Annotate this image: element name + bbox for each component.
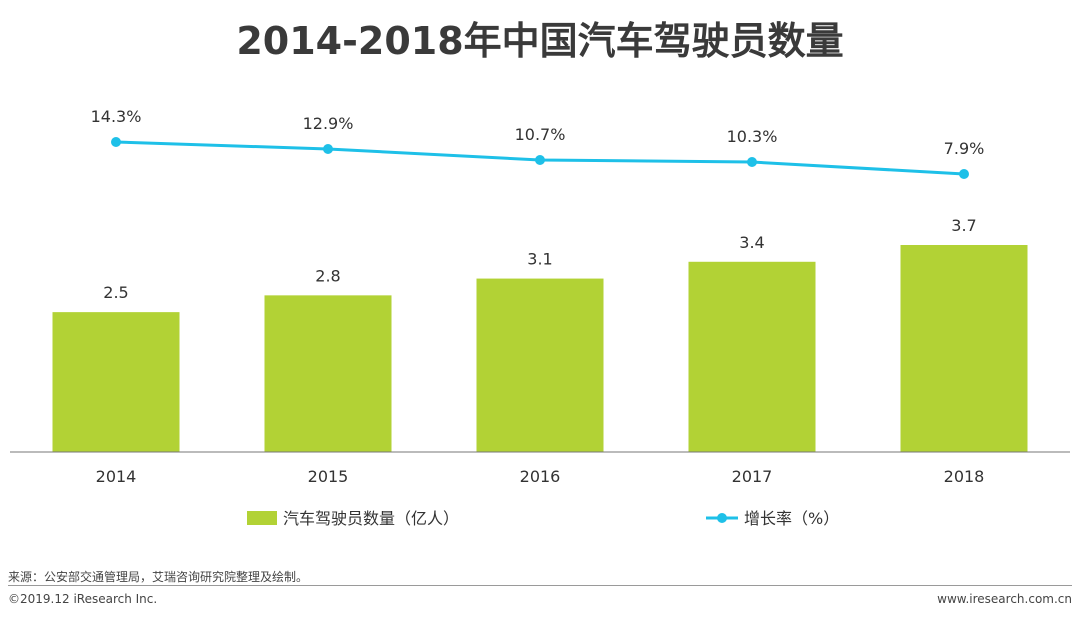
growth-rate-label-2018: 7.9% bbox=[944, 139, 985, 158]
legend-bar-label: 汽车驾驶员数量（亿人） bbox=[283, 509, 459, 528]
x-tick-label-2018: 2018 bbox=[944, 467, 985, 486]
bar-2016 bbox=[476, 278, 604, 452]
source-note: 来源：公安部交通管理局，艾瑞咨询研究院整理及绘制。 bbox=[8, 570, 309, 584]
bar-label-2018: 3.7 bbox=[951, 216, 976, 235]
bar-2014 bbox=[52, 312, 180, 452]
bar-label-2014: 2.5 bbox=[103, 283, 128, 302]
growth-rate-label-2017: 10.3% bbox=[727, 127, 778, 146]
legend-line-label: 增长率（%） bbox=[744, 509, 839, 528]
chart-title: 2014-2018年中国汽车驾驶员数量 bbox=[236, 19, 844, 63]
bar-2018 bbox=[900, 245, 1028, 452]
x-tick-label-2016: 2016 bbox=[520, 467, 561, 486]
bar-label-2015: 2.8 bbox=[315, 266, 340, 285]
x-tick-label-2017: 2017 bbox=[732, 467, 773, 486]
growth-rate-point-2017 bbox=[747, 157, 757, 167]
growth-rate-point-2014 bbox=[111, 137, 121, 147]
bar-label-2016: 3.1 bbox=[527, 250, 552, 269]
legend-line-marker bbox=[717, 513, 727, 523]
x-tick-label-2015: 2015 bbox=[308, 467, 349, 486]
bar-2017 bbox=[688, 261, 816, 452]
website-text: www.iresearch.com.cn bbox=[937, 592, 1072, 606]
growth-rate-point-2016 bbox=[535, 155, 545, 165]
growth-rate-label-2014: 14.3% bbox=[91, 107, 142, 126]
growth-rate-label-2016: 10.7% bbox=[515, 125, 566, 144]
growth-rate-label-2015: 12.9% bbox=[303, 114, 354, 133]
footer-divider bbox=[8, 585, 1072, 586]
growth-rate-point-2015 bbox=[323, 144, 333, 154]
bar-2015 bbox=[264, 295, 392, 452]
legend-bar-swatch bbox=[247, 511, 277, 525]
growth-rate-point-2018 bbox=[959, 169, 969, 179]
x-tick-label-2014: 2014 bbox=[96, 467, 137, 486]
bar-label-2017: 3.4 bbox=[739, 233, 764, 252]
copyright-text: ©2019.12 iResearch Inc. bbox=[8, 592, 158, 606]
combo-chart: 2.5 2.8 3.1 3.4 3.7 2014 2015 2016 2017 2018 14.3%… bbox=[10, 107, 1070, 528]
